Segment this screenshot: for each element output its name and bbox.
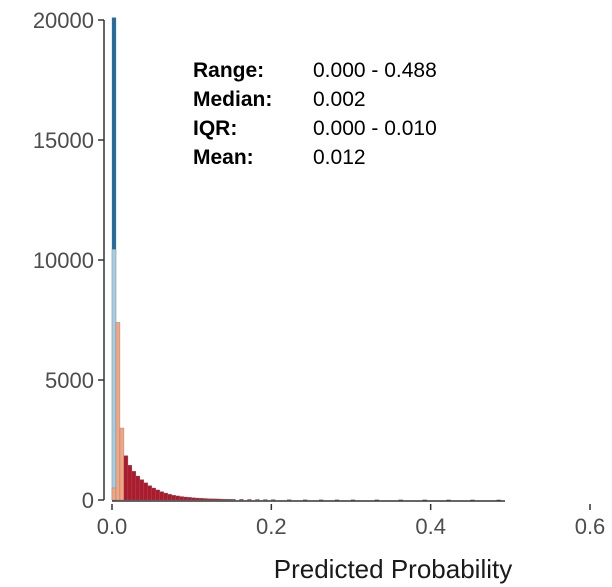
x-tick-label: 0.4 [415,514,446,539]
histogram-bar [374,499,380,501]
histogram-bar [303,499,308,501]
summary-stats: Range: 0.000 - 0.488 Median: 0.002 IQR: 0.000… [193,59,437,169]
x-tick-label: 0.0 [97,514,128,539]
histogram-bar [163,492,168,501]
histogram-bar [255,499,260,501]
y-axis-ticks: 0 5000 10000 15000 20000 [33,8,104,513]
stat-value: 0.002 [313,88,366,111]
histogram-bar [227,499,232,501]
histogram-bar [131,471,137,501]
stat-label: Mean: [193,146,254,169]
histogram-bar [175,495,180,501]
histogram-bar [287,499,292,501]
histogram-bars [111,17,501,501]
histogram-bar [183,496,188,501]
histogram-bar [127,465,133,501]
histogram-bar [247,499,252,501]
stat-label: IQR: [193,117,237,140]
histogram-bar [111,487,117,501]
stat-value: 0.000 - 0.488 [313,59,437,82]
y-tick-label: 20000 [33,8,94,33]
histogram-bar [350,499,356,501]
x-tick-label: 0.2 [256,514,287,539]
x-tick-label: 0.6 [575,514,606,539]
histogram-bar [135,475,141,501]
histogram-bar [151,487,156,501]
histogram-bar [398,499,403,501]
histogram-bar [171,495,176,501]
histogram-bar [199,498,204,501]
x-axis-title: Predicted Probability [274,554,512,584]
histogram-bar [191,497,196,501]
y-tick-label: 15000 [33,128,94,153]
histogram-bar [211,498,216,501]
stat-value: 0.000 - 0.010 [313,117,437,140]
y-tick-label: 5000 [45,368,94,393]
histogram-bar [219,498,224,501]
axes [103,20,505,502]
histogram-bar [111,249,117,501]
histogram-bar [159,491,164,501]
histogram-bar [318,499,324,501]
stat-label: Range: [193,59,264,82]
histogram-bar [179,496,184,501]
histogram-bar [143,482,148,501]
histogram-bar [239,499,244,501]
histogram-bar [115,322,121,501]
histogram-bar [155,489,160,501]
histogram-bar [231,499,236,501]
histogram-bar [123,455,129,501]
y-tick-label: 10000 [33,248,94,273]
stat-label: Median: [193,88,272,111]
histogram-bar [167,494,172,501]
histogram-bar [215,498,220,501]
stat-value: 0.012 [313,146,366,169]
histogram-bar [271,499,276,501]
histogram-bar [223,498,228,501]
histogram-bar [187,497,192,501]
histogram-bar [195,497,200,501]
histogram-bar [147,485,152,501]
histogram-bar [119,427,125,501]
histogram-bar [263,499,268,501]
histogram-bar [334,499,340,501]
x-axis-ticks: 0.0 0.2 0.4 0.6 [97,504,606,539]
y-tick-label: 0 [82,488,94,513]
histogram-bar [203,498,208,501]
histogram-bar [139,479,145,501]
histogram-bar [207,498,212,501]
